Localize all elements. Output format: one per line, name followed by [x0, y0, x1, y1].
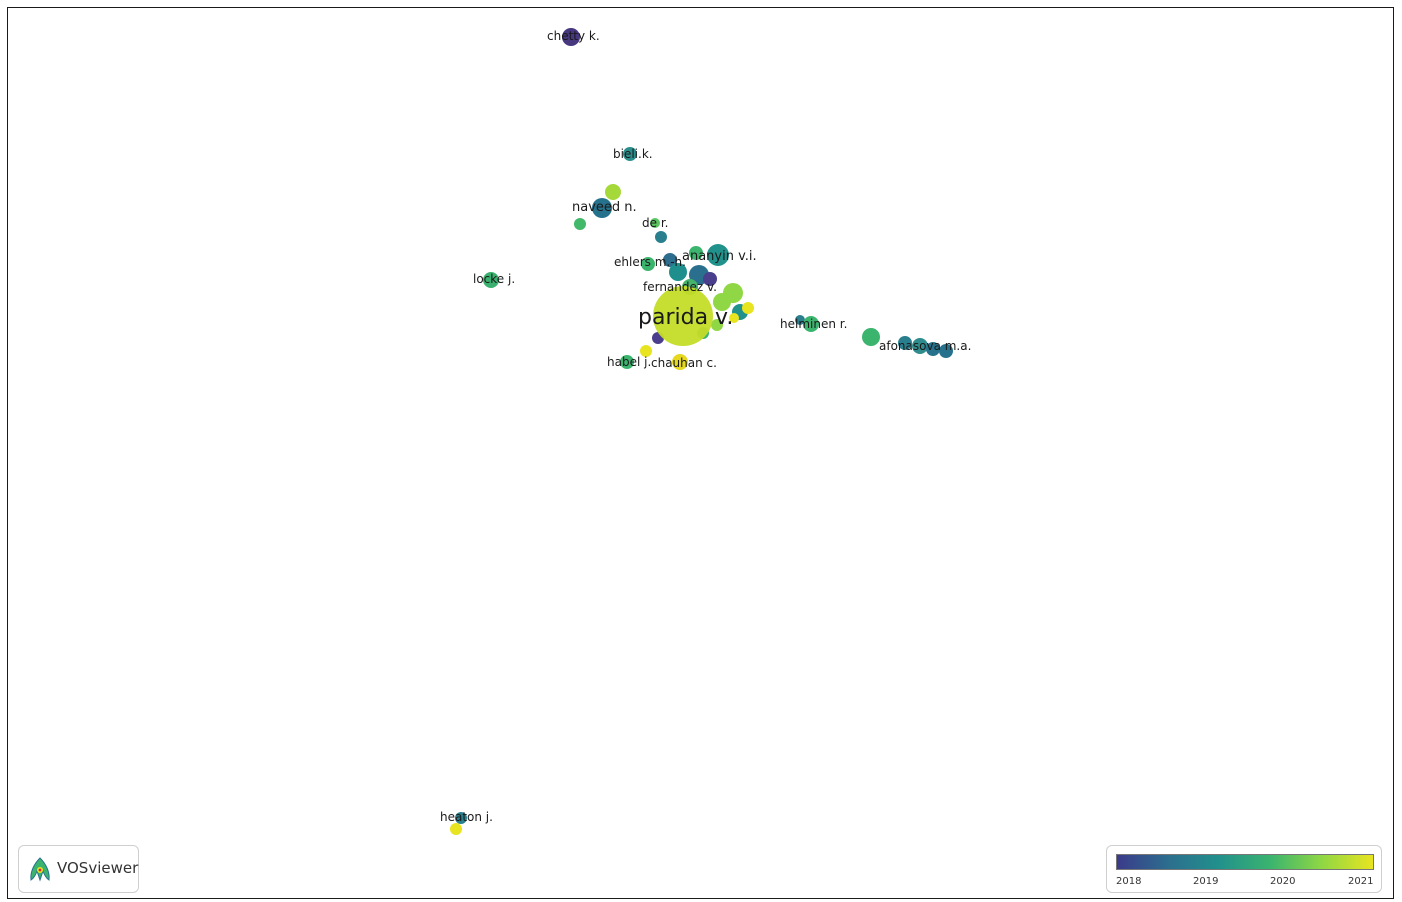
- label-bieli: bieli.k.: [613, 147, 653, 161]
- node-c3[interactable]: [641, 257, 655, 271]
- node-r2[interactable]: [898, 336, 912, 350]
- node-c18[interactable]: [620, 355, 634, 369]
- label-helminen: helminen r.: [780, 317, 847, 331]
- label-chauhan: chauhan c.: [651, 356, 717, 370]
- node-helminen-a[interactable]: [795, 315, 805, 325]
- label-de: de r.: [642, 216, 668, 230]
- node-a2[interactable]: [574, 218, 586, 230]
- node-c1[interactable]: [707, 244, 729, 266]
- label-heaton: heaton j.: [440, 810, 493, 824]
- node-r4[interactable]: [926, 342, 940, 356]
- map-frame: [7, 7, 1394, 899]
- node-r1[interactable]: [862, 328, 880, 346]
- node-heaton[interactable]: [455, 812, 467, 824]
- node-r3[interactable]: [912, 338, 928, 354]
- node-c17[interactable]: [640, 345, 652, 357]
- node-r5[interactable]: [939, 344, 953, 358]
- label-habel: habel j.: [607, 355, 651, 369]
- node-c4[interactable]: [663, 253, 677, 267]
- legend-gradient-bar: [1116, 854, 1374, 870]
- label-parida: parida v.: [638, 305, 733, 330]
- legend-tick-2020: 2020: [1270, 876, 1296, 887]
- label-naveed: naveed n.: [572, 200, 637, 215]
- label-locke: locke j.: [473, 272, 515, 286]
- node-chetty[interactable]: [562, 28, 580, 46]
- node-a1[interactable]: [605, 184, 621, 200]
- node-labels: chetty k. bieli.k. naveed n. de r. ehler…: [440, 29, 971, 824]
- vosviewer-logo-icon: [30, 857, 50, 882]
- node-c2[interactable]: [689, 246, 703, 260]
- label-afonasova: afonasova m.a.: [879, 339, 971, 353]
- node-c13[interactable]: [729, 313, 739, 323]
- node-bubbles: [450, 28, 953, 835]
- node-helminen[interactable]: [803, 316, 819, 332]
- node-heaton-b[interactable]: [450, 823, 462, 835]
- node-c10[interactable]: [713, 293, 731, 311]
- node-parida[interactable]: [653, 286, 713, 346]
- node-naveed[interactable]: [592, 198, 612, 218]
- legend-tick-2021: 2021: [1348, 876, 1374, 887]
- color-legend: 2018 2019 2020 2021: [1106, 845, 1382, 893]
- node-c12[interactable]: [742, 302, 754, 314]
- vosviewer-logo-box[interactable]: VOSviewer: [18, 845, 139, 893]
- legend-tick-2018: 2018: [1116, 876, 1142, 887]
- label-chetty: chetty k.: [547, 29, 600, 43]
- node-c14[interactable]: [711, 319, 723, 331]
- label-fernandez: fernandez v.: [643, 280, 717, 294]
- node-a3[interactable]: [655, 231, 667, 243]
- legend-tick-2019: 2019: [1193, 876, 1219, 887]
- node-de[interactable]: [650, 218, 660, 228]
- node-locke[interactable]: [483, 272, 499, 288]
- node-c5[interactable]: [669, 263, 687, 281]
- node-c19[interactable]: [672, 354, 688, 370]
- label-ananyin: ananyin v.i.: [682, 249, 757, 264]
- label-ehlers: ehlers m.-h.: [614, 255, 686, 269]
- node-c7[interactable]: [703, 272, 717, 286]
- vosviewer-logo-text: VOSviewer: [57, 859, 139, 877]
- node-bieli[interactable]: [623, 147, 637, 161]
